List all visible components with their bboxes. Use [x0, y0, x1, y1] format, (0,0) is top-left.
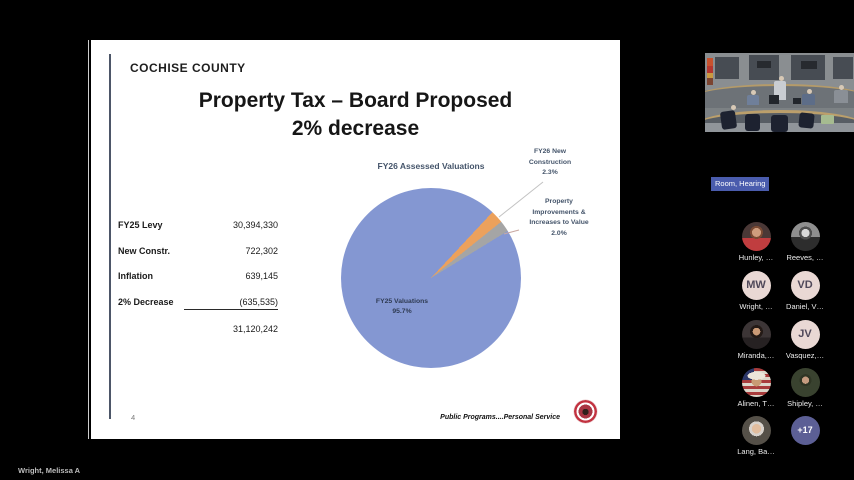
chair	[771, 115, 788, 132]
participant-name: Reeves, …	[786, 253, 824, 262]
participant[interactable]: Lang, Ba…	[724, 416, 788, 456]
participant-avatar[interactable]	[741, 222, 771, 251]
slide-left-edge	[88, 40, 89, 439]
levy-row-label: 2% Decrease	[118, 296, 174, 307]
pie-chart-title: FY26 Assessed Valuations	[377, 161, 485, 171]
callout-line: Construction	[528, 158, 572, 166]
slide-accent-line	[109, 54, 111, 419]
participant[interactable]: Hunley, …	[724, 222, 788, 262]
levy-row-label: New Constr.	[118, 245, 171, 256]
video-name-label: Room, Hearing	[711, 177, 770, 191]
pie-callout-improvements: Property Improvements & Increases to Val…	[515, 197, 603, 239]
wall-panel	[833, 57, 853, 79]
desk-monitor	[769, 95, 779, 104]
participant-name: Alinen, T…	[737, 399, 775, 408]
chair	[719, 110, 738, 130]
participant[interactable]: Shipley, …	[773, 368, 837, 408]
levy-row: New Constr. 722,302	[118, 242, 278, 268]
participant-avatar[interactable]: MW	[741, 271, 771, 300]
levy-row: FY25 Levy 30,394,330	[118, 216, 278, 242]
pie-chart	[341, 188, 521, 368]
flags	[707, 58, 713, 85]
levy-row: Inflation 639,145	[118, 267, 278, 293]
levy-row: 2% Decrease (635,535)	[118, 293, 278, 319]
slide-page-number: 4	[131, 413, 136, 422]
presenter-name-label: Wright, Melissa A	[18, 466, 81, 475]
slide-title-line2: 2% decrease	[291, 117, 420, 140]
levy-total: 31,120,242	[232, 324, 278, 334]
callout-line: 2.3%	[542, 169, 558, 176]
cochise-county-seal-icon	[574, 400, 597, 423]
chair	[798, 112, 815, 129]
callout-line: Improvements &	[532, 208, 586, 216]
participant[interactable]: JV Vasquez,…	[773, 320, 837, 360]
participant-name: Shipley, …	[787, 399, 823, 408]
levy-row-label: Inflation	[118, 271, 153, 281]
callout-line: 2.0%	[551, 229, 567, 237]
participant-avatar[interactable]	[790, 222, 820, 251]
participant-name: Miranda,…	[737, 351, 775, 360]
callout-line: Increases to Value	[529, 219, 589, 226]
participant-name: Hunley, …	[738, 253, 774, 262]
person-head	[751, 90, 756, 95]
levy-table: FY25 Levy 30,394,330 New Constr. 722,302…	[118, 216, 278, 344]
callout-line: FY26 New	[533, 148, 567, 155]
pie-label-fy25: FY25 Valuations 95.7%	[362, 297, 442, 317]
person-head	[731, 105, 736, 110]
person-head	[839, 85, 844, 90]
person-seated	[834, 90, 848, 103]
participant-avatar[interactable]	[741, 368, 771, 397]
levy-row-value: 639,145	[245, 271, 278, 281]
participant[interactable]: Miranda,…	[724, 320, 788, 360]
participant-avatar[interactable]: VD	[790, 271, 820, 300]
pie-label-fy25-pct: 95.7%	[392, 308, 412, 315]
participant[interactable]: Reeves, …	[773, 222, 837, 262]
wall-monitor	[757, 61, 771, 68]
slide-title: Property Tax – Board Proposed 2% decreas…	[91, 87, 620, 143]
levy-row-label: FY25 Levy	[118, 220, 163, 230]
wall-monitor	[801, 61, 817, 69]
desk-monitor	[793, 98, 801, 104]
participant-avatar[interactable]	[741, 320, 771, 349]
person-seated	[802, 94, 815, 105]
hearing-room-video	[705, 53, 854, 132]
slide-title-line1: Property Tax – Board Proposed	[198, 89, 513, 112]
levy-row-value: 722,302	[245, 245, 278, 256]
overflow-count-badge[interactable]: +17	[790, 416, 820, 445]
person-seated	[747, 95, 759, 105]
pie-label-fy25-text: FY25 Valuations	[375, 298, 429, 305]
county-heading: COCHISE COUNTY	[130, 61, 246, 75]
levy-row-value: (635,535)	[239, 296, 278, 307]
participant-avatar[interactable]: JV	[790, 320, 820, 349]
slide-footer-tagline: Public Programs....Personal Service	[440, 414, 560, 421]
participant-name: Wright, …	[739, 302, 773, 311]
levy-row-value: 30,394,330	[232, 220, 278, 230]
participant-name: Vasquez,…	[785, 351, 825, 360]
participant-name: Lang, Ba…	[737, 447, 775, 456]
pie-callout-new-construction: FY26 New Construction 2.3%	[514, 147, 586, 179]
callout-line: Property	[545, 198, 573, 205]
participant[interactable]: MW Wright, …	[724, 271, 788, 311]
shared-slide: COCHISE COUNTY Property Tax – Board Prop…	[91, 40, 620, 439]
video-tile-room-hearing[interactable]	[705, 51, 854, 138]
participant-name: Daniel, V…	[786, 302, 824, 311]
green-box	[821, 115, 834, 124]
person-head	[807, 89, 812, 94]
participant-overflow[interactable]: +17	[773, 416, 837, 445]
participant-avatar[interactable]	[741, 416, 771, 445]
chair	[745, 114, 760, 131]
participant[interactable]: VD Daniel, V…	[773, 271, 837, 311]
person-standing-head	[779, 76, 784, 81]
participant-avatar[interactable]	[790, 368, 820, 397]
wall-panel	[715, 57, 739, 79]
participant[interactable]: Alinen, T…	[724, 368, 788, 408]
